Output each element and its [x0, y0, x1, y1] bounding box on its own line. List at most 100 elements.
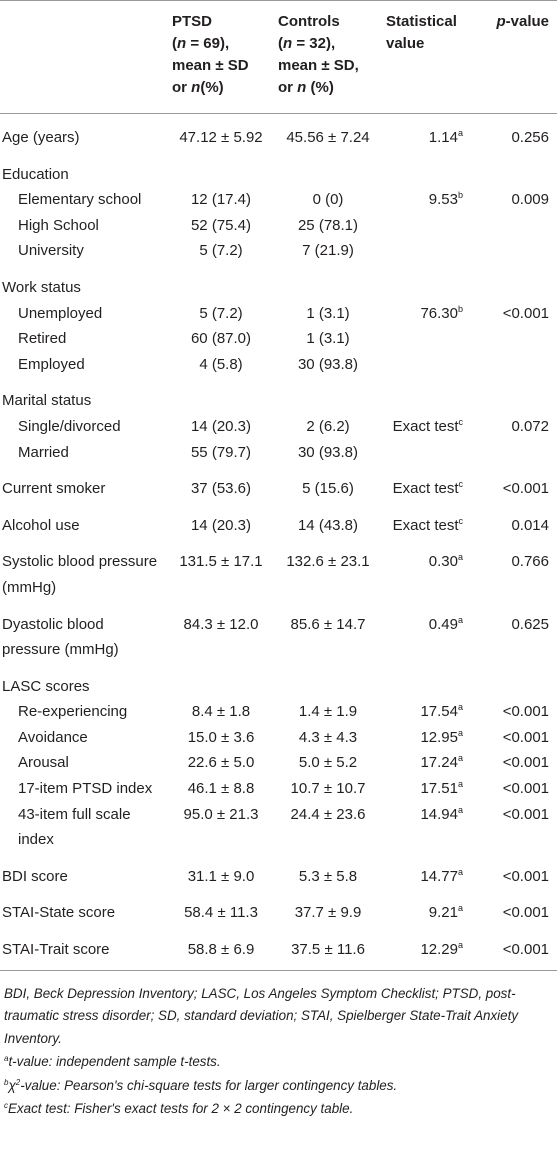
- ptsd-cell: [168, 151, 274, 188]
- controls-cell: 37.5 ± 11.6: [274, 926, 382, 971]
- p-cell: <0.001: [477, 853, 557, 890]
- table-header: PTSD (n = 69), mean ± SD or n(%) Controls (n…: [0, 0, 557, 114]
- header-text: n: [297, 79, 307, 96]
- ptsd-value: 60 (87.0): [190, 330, 252, 348]
- controls-value: 24.4 ± 23.6: [290, 805, 366, 823]
- controls-value: 45.56 ± 7.24: [286, 129, 370, 146]
- p-cell: [477, 352, 557, 378]
- table-row: High School 52 (75.4) 25 (78.1): [0, 213, 557, 239]
- p-value: <0.001: [502, 780, 549, 798]
- table-row: STAI-Trait score 58.8 ± 6.9 37.5 ± 11.6 12.…: [0, 926, 557, 971]
- stat-value: 17.51: [420, 780, 458, 798]
- p-cell: [477, 377, 557, 414]
- header-cell: Statistical value: [382, 0, 477, 114]
- ptsd-value: 52 (75.4): [190, 216, 252, 234]
- row-label: High School: [18, 216, 99, 234]
- row-label: Dyastolic blood pressure (mmHg): [2, 615, 119, 659]
- p-cell: <0.001: [477, 750, 557, 776]
- p-cell: [477, 663, 557, 700]
- table-row: Unemployed 5 (7.2) 1 (3.1) 76.30b <0.001: [0, 301, 557, 327]
- ptsd-cell: 14 (20.3): [168, 414, 274, 440]
- ptsd-cell: 131.5 ± 17.1: [168, 538, 274, 600]
- stat-note: a: [457, 866, 463, 877]
- p-cell: <0.001: [477, 465, 557, 502]
- controls-cell: 7 (21.9): [274, 238, 382, 264]
- stat-note: a: [457, 552, 463, 563]
- row-label: Married: [18, 443, 69, 461]
- ptsd-cell: 14 (20.3): [168, 502, 274, 539]
- table-row: Married 55 (79.7) 30 (93.8): [0, 440, 557, 466]
- p-value: 0.766: [511, 553, 549, 571]
- p-value: <0.001: [502, 304, 549, 322]
- controls-value: 30 (93.8): [297, 355, 359, 373]
- ptsd-cell: [168, 377, 274, 414]
- p-cell: [477, 213, 557, 239]
- ptsd-value: 14 (20.3): [190, 516, 252, 534]
- row-label: University: [18, 242, 84, 260]
- controls-value: 4.3 ± 4.3: [298, 728, 358, 746]
- controls-value: 25 (78.1): [297, 216, 359, 234]
- row-label: Work status: [2, 278, 81, 296]
- stat-value: 12.29: [420, 941, 458, 959]
- controls-cell: 24.4 ± 23.6: [274, 802, 382, 853]
- stat-note: b: [457, 303, 463, 314]
- stat-cell: 14.77a: [382, 853, 477, 890]
- table-row: 17-item PTSD index 46.1 ± 8.8 10.7 ± 10.7 1…: [0, 776, 557, 802]
- controls-value: 14 (43.8): [297, 516, 359, 534]
- stat-value: 17.24: [420, 754, 458, 772]
- footnote-text: 2: [15, 1077, 21, 1087]
- table-row: BDI score 31.1 ± 9.0 5.3 ± 5.8 14.77a <0.001: [0, 853, 557, 890]
- table-row: Current smoker 37 (53.6) 5 (15.6) Exact tes…: [0, 465, 557, 502]
- row-label: Age (years): [2, 129, 80, 146]
- table-row: 43-item full scale index 95.0 ± 21.3 24.4 …: [0, 802, 557, 853]
- stat-cell: Exact testc: [382, 502, 477, 539]
- p-value: <0.001: [502, 480, 549, 498]
- controls-value: 7 (21.9): [302, 242, 354, 260]
- table-row: Alcohol use 14 (20.3) 14 (43.8) Exact testc…: [0, 502, 557, 539]
- controls-cell: 30 (93.8): [274, 440, 382, 466]
- ptsd-value: 15.0 ± 3.6: [187, 728, 255, 746]
- stat-note: c: [458, 416, 464, 427]
- ptsd-value: 46.1 ± 8.8: [187, 780, 255, 798]
- stat-cell: 17.54a: [382, 699, 477, 725]
- ptsd-cell: 5 (7.2): [168, 238, 274, 264]
- ptsd-cell: 37 (53.6): [168, 465, 274, 502]
- ptsd-value: 131.5 ± 17.1: [179, 553, 263, 571]
- table-row: Education: [0, 151, 557, 188]
- controls-value: 1.4 ± 1.9: [298, 703, 358, 721]
- ptsd-value: 58.8 ± 6.9: [187, 941, 255, 959]
- p-cell: <0.001: [477, 926, 557, 971]
- stat-cell: 0.49a: [382, 601, 477, 663]
- stat-cell: [382, 377, 477, 414]
- row-label: Elementary school: [18, 191, 142, 209]
- stat-cell: Exact testc: [382, 414, 477, 440]
- header-cell: PTSD (n = 69), mean ± SD or n(%): [168, 0, 274, 114]
- p-value: <0.001: [502, 904, 549, 922]
- controls-value: 1 (3.1): [306, 330, 350, 348]
- row-label: Retired: [18, 330, 67, 348]
- stat-cell: 17.24a: [382, 750, 477, 776]
- p-cell: <0.001: [477, 301, 557, 327]
- ptsd-value: 58.4 ± 11.3: [184, 904, 258, 922]
- ptsd-cell: 46.1 ± 8.8: [168, 776, 274, 802]
- controls-cell: 5 (15.6): [274, 465, 382, 502]
- p-value: <0.001: [502, 703, 549, 721]
- row-label: Current smoker: [2, 480, 106, 498]
- table-row: University 5 (7.2) 7 (21.9): [0, 238, 557, 264]
- row-label: Marital status: [2, 392, 92, 410]
- controls-value: 132.6 ± 23.1: [286, 553, 370, 571]
- row-label: 43-item full scale index: [18, 805, 131, 849]
- stat-cell: 14.94a: [382, 802, 477, 853]
- header-text: = 32),: [292, 35, 336, 52]
- header-text: p: [496, 13, 506, 30]
- controls-value: 10.7 ± 10.7: [290, 780, 366, 798]
- row-label: 17-item PTSD index: [18, 780, 153, 798]
- stat-value: 9.21: [428, 904, 458, 922]
- stat-cell: [382, 238, 477, 264]
- controls-cell: 14 (43.8): [274, 502, 382, 539]
- ptsd-value: 12 (17.4): [190, 191, 252, 209]
- table-row: Single/divorced 14 (20.3) 2 (6.2) Exact tes…: [0, 414, 557, 440]
- controls-cell: [274, 151, 382, 188]
- controls-cell: 25 (78.1): [274, 213, 382, 239]
- p-value: 0.014: [511, 516, 549, 534]
